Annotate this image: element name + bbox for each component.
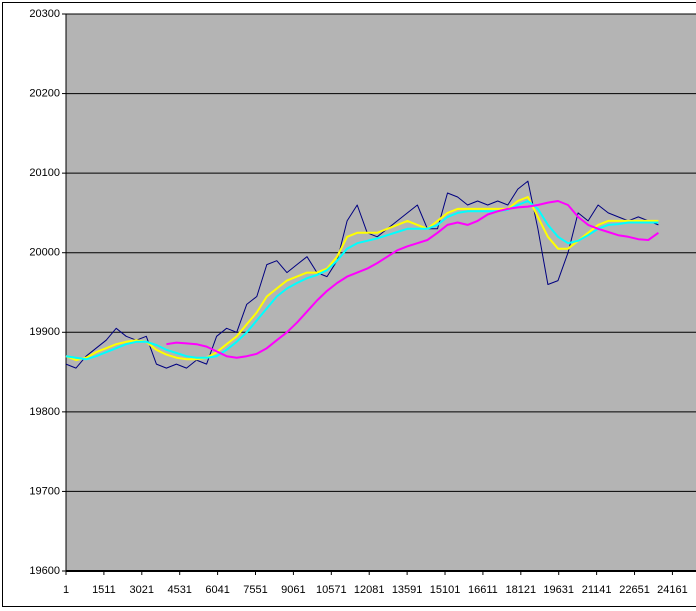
x-tick-label: 21141	[582, 584, 612, 596]
x-tick-label: 18121	[506, 584, 537, 596]
x-tick-label: 1511	[92, 584, 116, 596]
x-tick-label: 12081	[354, 584, 385, 596]
x-tick-label: 10571	[316, 584, 347, 596]
series-line	[65, 180, 659, 369]
x-tick-label: 16611	[468, 584, 498, 596]
series-line	[65, 200, 659, 361]
y-tick-label: 19900	[29, 326, 60, 338]
y-tick-label: 20100	[29, 167, 60, 179]
series-line	[65, 196, 659, 362]
x-tick-label: 13591	[392, 584, 423, 596]
y-tick-label: 20000	[29, 247, 60, 259]
x-tick-label: 19631	[543, 584, 574, 596]
y-tick-label: 20200	[29, 87, 60, 99]
x-tick-label: 24161	[657, 584, 688, 596]
y-tick-label: 19600	[29, 565, 60, 577]
x-tick-label: 7551	[243, 584, 267, 596]
x-tick-label: 9061	[281, 584, 305, 596]
x-tick-label: 4531	[167, 584, 191, 596]
plot-area	[65, 13, 696, 572]
y-tick-label: 19700	[29, 485, 60, 497]
y-tick-label: 20300	[29, 8, 60, 20]
x-tick-label: 3021	[130, 584, 154, 596]
x-tick-label: 22651	[619, 584, 650, 596]
x-tick-label: 6041	[205, 584, 229, 596]
series-line	[166, 200, 659, 359]
x-tick-label: 15101	[430, 584, 461, 596]
x-tick-label: 1	[63, 584, 69, 596]
y-tick-label: 19800	[29, 406, 60, 418]
